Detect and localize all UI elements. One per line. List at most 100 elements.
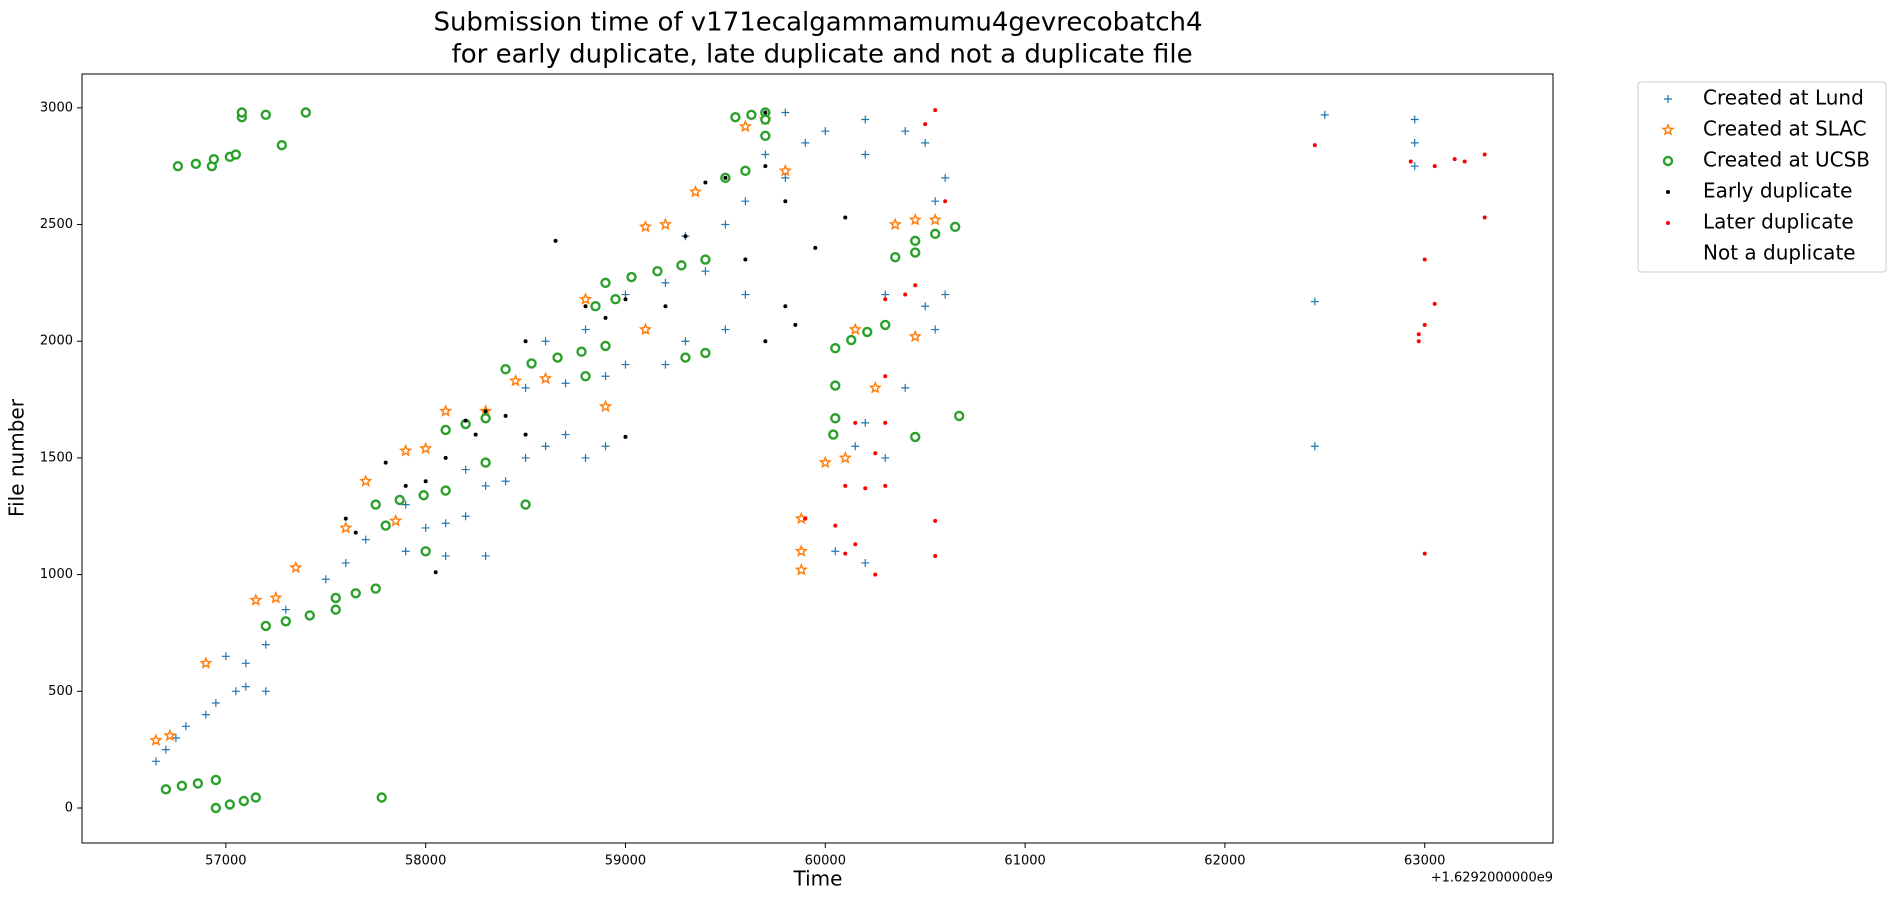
- star-marker: [508, 373, 523, 387]
- y-tick-label: 1500: [40, 450, 73, 465]
- y-tick-label: 0: [65, 800, 73, 815]
- circle-marker: [890, 252, 901, 263]
- plus-marker: [701, 267, 710, 276]
- plus-marker: [421, 523, 430, 532]
- y-tick-label: 3000: [40, 100, 73, 115]
- dot-marker: [933, 108, 938, 113]
- plus-marker: [881, 453, 890, 462]
- dot-marker: [873, 572, 878, 577]
- plus-marker: [441, 551, 450, 560]
- circle-marker: [350, 588, 361, 599]
- plus-marker: [181, 722, 190, 731]
- dot-marker: [943, 199, 948, 204]
- plus-marker: [221, 652, 230, 661]
- circle-marker: [224, 799, 236, 810]
- circle-marker: [910, 235, 921, 247]
- plus-marker: [851, 442, 860, 451]
- circle-marker: [700, 347, 711, 359]
- dot-marker: [763, 110, 768, 115]
- circle-marker: [600, 340, 611, 352]
- circle-marker: [208, 153, 220, 165]
- plus-marker: [921, 302, 930, 311]
- x-tick-label: 57000: [205, 854, 246, 869]
- star-marker: [888, 217, 902, 231]
- circle-marker: [236, 107, 248, 118]
- dot-marker: [763, 164, 768, 169]
- x-tick-label: 62000: [1204, 854, 1245, 869]
- star-marker: [359, 474, 373, 487]
- dot-marker: [853, 420, 858, 425]
- circle-marker: [500, 364, 511, 375]
- legend-box: [1637, 81, 1887, 273]
- circle-marker: [420, 546, 431, 557]
- circle-marker: [610, 294, 621, 305]
- circle-marker: [260, 109, 272, 121]
- chart-subtitle: for early duplicate, late duplicate and …: [443, 40, 1192, 70]
- circle-marker: [330, 604, 341, 615]
- plus-marker: [521, 383, 530, 392]
- x-tick-label: 59000: [605, 854, 646, 869]
- circle-marker: [746, 109, 757, 121]
- dot-marker: [1666, 221, 1670, 225]
- plus-marker: [151, 757, 160, 766]
- chart-title: Submission time of v171ecalgammamumu4gev…: [433, 8, 1202, 38]
- circle-marker: [846, 334, 857, 346]
- dot-marker: [583, 304, 588, 309]
- plus-marker: [881, 290, 890, 299]
- y-tick-label: 2500: [40, 217, 73, 232]
- dot-marker: [1482, 152, 1487, 157]
- dot-marker: [663, 304, 668, 309]
- plus-marker: [481, 551, 490, 560]
- dot-marker: [1422, 257, 1427, 262]
- dot-marker: [1452, 157, 1457, 162]
- circle-marker: [576, 346, 587, 357]
- star-marker: [1661, 123, 1675, 136]
- star-marker: [638, 220, 653, 233]
- dot-marker: [1432, 301, 1437, 306]
- circle-marker: [580, 371, 591, 382]
- plus-marker: [241, 659, 250, 668]
- plus-marker: [1664, 95, 1672, 103]
- star-marker: [538, 371, 553, 385]
- dot-marker: [843, 551, 848, 556]
- star-marker: [199, 656, 213, 669]
- plus-marker: [581, 453, 590, 462]
- circle-marker: [376, 792, 387, 803]
- dot-marker: [1422, 551, 1427, 556]
- x-axis-label: Time: [793, 867, 843, 891]
- plus-marker: [781, 173, 790, 182]
- plus-marker: [821, 127, 830, 136]
- circle-marker: [304, 610, 315, 621]
- plus-marker: [761, 150, 770, 159]
- circle-marker: [418, 490, 429, 501]
- circle-marker: [680, 352, 691, 363]
- dot-marker: [933, 553, 938, 558]
- circle-marker: [910, 431, 921, 443]
- plus-marker: [461, 465, 470, 474]
- plus-marker: [561, 379, 570, 388]
- plus-marker: [481, 481, 490, 490]
- plus-marker: [341, 558, 350, 567]
- plus-marker: [781, 108, 790, 117]
- plus-marker: [661, 360, 670, 369]
- circle-marker: [552, 352, 563, 363]
- dot-marker: [833, 523, 838, 528]
- dot-marker: [923, 122, 928, 127]
- circle-marker: [160, 784, 172, 795]
- plus-marker: [1410, 115, 1419, 124]
- circle-marker: [190, 158, 202, 170]
- star-marker: [269, 590, 283, 604]
- plus-marker: [621, 290, 630, 299]
- circle-marker: [700, 254, 711, 265]
- legend-label: Later duplicate: [1703, 210, 1854, 234]
- plus-marker: [721, 220, 730, 229]
- circle-marker: [480, 413, 491, 424]
- dot-marker: [473, 432, 478, 437]
- plus-marker: [661, 278, 670, 287]
- dot-marker: [853, 542, 858, 547]
- circle-marker: [280, 616, 292, 627]
- plus-marker: [741, 197, 750, 206]
- circle-marker: [910, 247, 921, 258]
- circle-marker: [676, 260, 687, 271]
